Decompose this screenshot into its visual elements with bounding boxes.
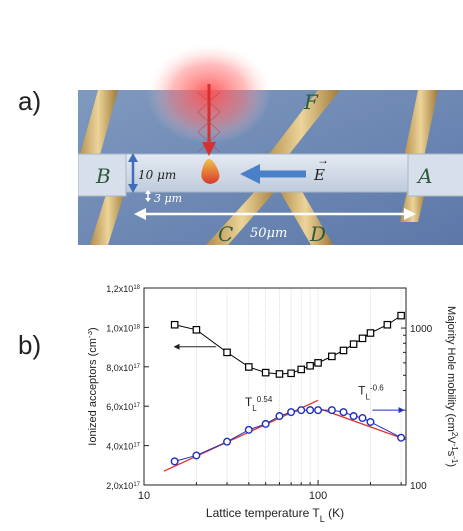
contact-arm-d	[278, 188, 333, 245]
data-point	[275, 412, 284, 421]
y-right-tick-label: 1000	[410, 324, 433, 335]
grid-layer	[196, 288, 402, 485]
right-axis-arrowhead	[398, 407, 405, 414]
data-point	[349, 340, 358, 348]
data-point	[287, 369, 295, 378]
data-point	[397, 433, 406, 442]
data-point	[314, 406, 323, 415]
y-left-tick-label: 1,2x1018	[106, 284, 140, 294]
data-point	[328, 352, 336, 361]
data-point	[327, 406, 336, 415]
contact-pad-a	[407, 153, 463, 197]
length-dimension	[134, 208, 416, 220]
data-point	[306, 361, 314, 370]
y-left-tick-label: 2,0x1017	[106, 481, 140, 491]
data-point	[245, 363, 253, 371]
data-point	[397, 311, 405, 320]
data-point	[244, 425, 253, 434]
data-point	[261, 419, 270, 428]
data-point	[383, 320, 392, 329]
data-point	[358, 414, 367, 423]
contact-arm-f	[263, 90, 340, 162]
left-axis-arrowhead	[173, 343, 180, 350]
data-point	[275, 370, 284, 378]
panel-a-label: a)	[18, 86, 42, 116]
series-line	[174, 315, 402, 375]
gap-dimension	[145, 190, 151, 202]
data-point	[192, 451, 201, 460]
data-point	[366, 329, 375, 337]
field-label: E	[313, 166, 325, 184]
width-dimension	[128, 153, 138, 193]
fit-layer	[163, 399, 407, 472]
data-point	[223, 437, 232, 446]
contact-label-d: D	[309, 222, 326, 245]
electric-field-arrow	[240, 164, 306, 184]
data-point	[306, 406, 315, 415]
fit-label: TL0.54	[245, 395, 273, 413]
x-axis-label: Lattice temperature TL (K)	[206, 506, 344, 524]
y-axis-right-label: Majority Hole mobility (cm2V-1s-1)	[445, 306, 460, 467]
data-point	[170, 457, 179, 466]
data-point	[297, 365, 306, 374]
field-vector-arrow: →	[317, 153, 329, 167]
panel-b-label: b)	[18, 330, 42, 360]
data-point	[192, 325, 201, 334]
contact-pad-b	[78, 153, 127, 197]
plot-frame	[143, 287, 407, 486]
tick-layer: 10 100 2,0x1017 4,0x1017 6,0x1017 8,0x1017 1,0…	[106, 284, 432, 502]
y-axis-left-label: Ionized acceptors (cm-3)	[88, 327, 99, 445]
data-point	[358, 334, 367, 343]
series-layer	[170, 311, 406, 466]
data-point	[261, 368, 270, 377]
data-point	[339, 408, 348, 417]
device-micrograph: B A F C D E → 10 μm 3 μm 50μm	[78, 44, 463, 245]
series-line	[174, 409, 402, 462]
data-point	[339, 346, 348, 355]
y-left-tick-label: 1,0x1018	[106, 323, 140, 333]
width-label: 10 μm	[138, 168, 176, 182]
annotation-layer: TL0.54 TL-0.6	[173, 343, 405, 414]
data-point	[297, 406, 306, 415]
contact-arm-right-top	[403, 90, 438, 162]
x-tick-label: 100	[309, 490, 327, 502]
laser-beam	[197, 84, 221, 156]
fit-label: TL-0.6	[358, 383, 384, 401]
y-left-tick-label: 4,0x1017	[106, 442, 140, 452]
gap-label: 3 μm	[154, 192, 182, 205]
data-point	[223, 348, 231, 357]
length-label: 50μm	[250, 226, 287, 241]
data-point	[366, 417, 375, 426]
x-tick-label: 10	[138, 490, 150, 502]
hot-spot	[201, 159, 220, 184]
contact-label-f: F	[303, 90, 319, 114]
contact-label-a: A	[416, 164, 432, 188]
y-left-tick-label: 8,0x1017	[106, 363, 140, 373]
data-point	[287, 408, 296, 417]
data-point	[170, 320, 179, 329]
contact-arm-c	[206, 188, 278, 245]
contact-label-c: C	[218, 222, 233, 245]
y-right-tick-label: 100	[410, 481, 427, 492]
mobility-chart: 10 100 2,0x1017 4,0x1017 6,0x1017 8,0x1017 1,0…	[88, 284, 460, 524]
data-point	[349, 412, 358, 421]
y-left-tick-label: 6,0x1017	[106, 402, 140, 412]
contact-arm-left-bottom	[90, 188, 126, 245]
contact-arm-left-top	[78, 90, 118, 162]
contact-label-b: B	[95, 164, 111, 188]
data-point	[314, 359, 322, 367]
